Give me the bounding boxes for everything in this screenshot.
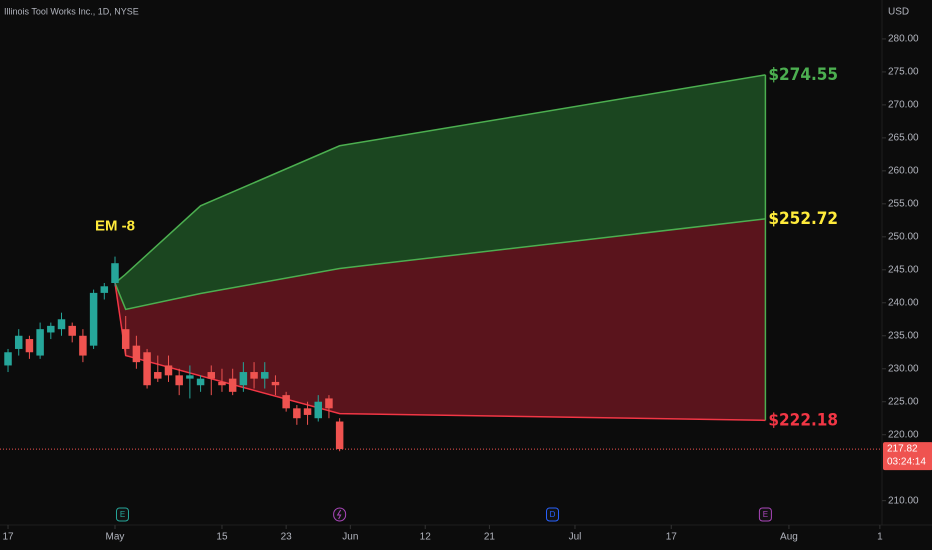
y-tick-label: 230.00 (888, 363, 919, 374)
x-tick-label: Jun (342, 532, 358, 543)
candle-body (47, 325, 55, 333)
candle-body (132, 345, 141, 363)
candle-body (271, 381, 280, 386)
x-tick-label: Jul (569, 532, 582, 543)
y-tick-label: 225.00 (888, 396, 919, 407)
candle-body (164, 365, 173, 376)
candle-body (14, 335, 23, 349)
y-tick-label: 260.00 (888, 165, 919, 176)
x-tick-label: 1 (877, 532, 883, 543)
level-label: $222.18 (768, 410, 838, 430)
candle-body (207, 372, 216, 379)
countdown: 03:24:14 (887, 457, 926, 468)
candle-body (196, 378, 205, 386)
event-icon (115, 507, 129, 522)
level-label: $274.55 (768, 65, 838, 85)
event-bolt (336, 509, 342, 520)
candle-body (250, 372, 258, 379)
candle-body (239, 372, 248, 386)
candle-body (186, 375, 194, 379)
y-tick-label: 235.00 (888, 330, 919, 341)
y-tick-label: 240.00 (888, 297, 919, 308)
event-label: E (120, 510, 125, 519)
candle-body (68, 325, 76, 336)
y-tick-label: 210.00 (888, 495, 919, 506)
candle-body (293, 408, 301, 419)
event-icon (758, 507, 772, 522)
candle-body (325, 398, 333, 409)
candle-body (261, 372, 269, 379)
candle-body (57, 319, 66, 330)
currency: USD (888, 7, 909, 18)
event-label: E (763, 510, 768, 519)
candle-body (314, 401, 322, 419)
x-tick-label: 15 (216, 532, 228, 543)
candle-body (36, 329, 44, 356)
x-tick-label: 21 (484, 532, 496, 543)
level-label: $252.72 (768, 209, 838, 229)
x-tick-label: 12 (420, 532, 432, 543)
event-label: D (550, 510, 556, 519)
y-tick-label: 250.00 (888, 231, 919, 242)
candle-body (143, 352, 151, 386)
y-tick-label: 280.00 (888, 34, 919, 45)
candle-body (89, 292, 98, 346)
candle-body (154, 372, 162, 379)
chart-title: Illinois Tool Works Inc., 1D, NYSE (4, 6, 139, 16)
candle-body (218, 381, 226, 386)
last-price-box (883, 442, 932, 471)
y-tick-label: 220.00 (888, 429, 919, 440)
candle-body (25, 339, 34, 353)
candle-body (228, 378, 237, 392)
candle-body (121, 329, 130, 349)
candle-body (79, 335, 87, 356)
x-tick-label: May (106, 532, 125, 543)
y-tick-label: 275.00 (888, 67, 919, 78)
x-tick-label: 17 (2, 532, 14, 543)
candle-body (282, 395, 290, 409)
candle-body (100, 286, 109, 293)
candle-body (4, 352, 12, 366)
y-tick-label: 255.00 (888, 198, 919, 209)
x-tick-label: 23 (281, 532, 293, 543)
upper-band (114, 74, 766, 310)
x-tick-label: Aug (780, 532, 798, 543)
y-tick-label: 270.00 (888, 100, 919, 111)
y-tick-label: 245.00 (888, 264, 919, 275)
annotation: EM -8 (95, 218, 135, 235)
candle-body (303, 408, 312, 415)
event-icon (546, 507, 560, 522)
lower-band (114, 218, 766, 421)
level-line (114, 218, 766, 311)
last-price-label: 217.82 (887, 444, 918, 455)
candle-body (175, 375, 183, 386)
candle-body (335, 421, 344, 450)
y-tick-label: 265.00 (888, 133, 919, 144)
level-line (114, 74, 766, 284)
candle-body (111, 263, 119, 283)
x-tick-label: 17 (666, 532, 678, 543)
